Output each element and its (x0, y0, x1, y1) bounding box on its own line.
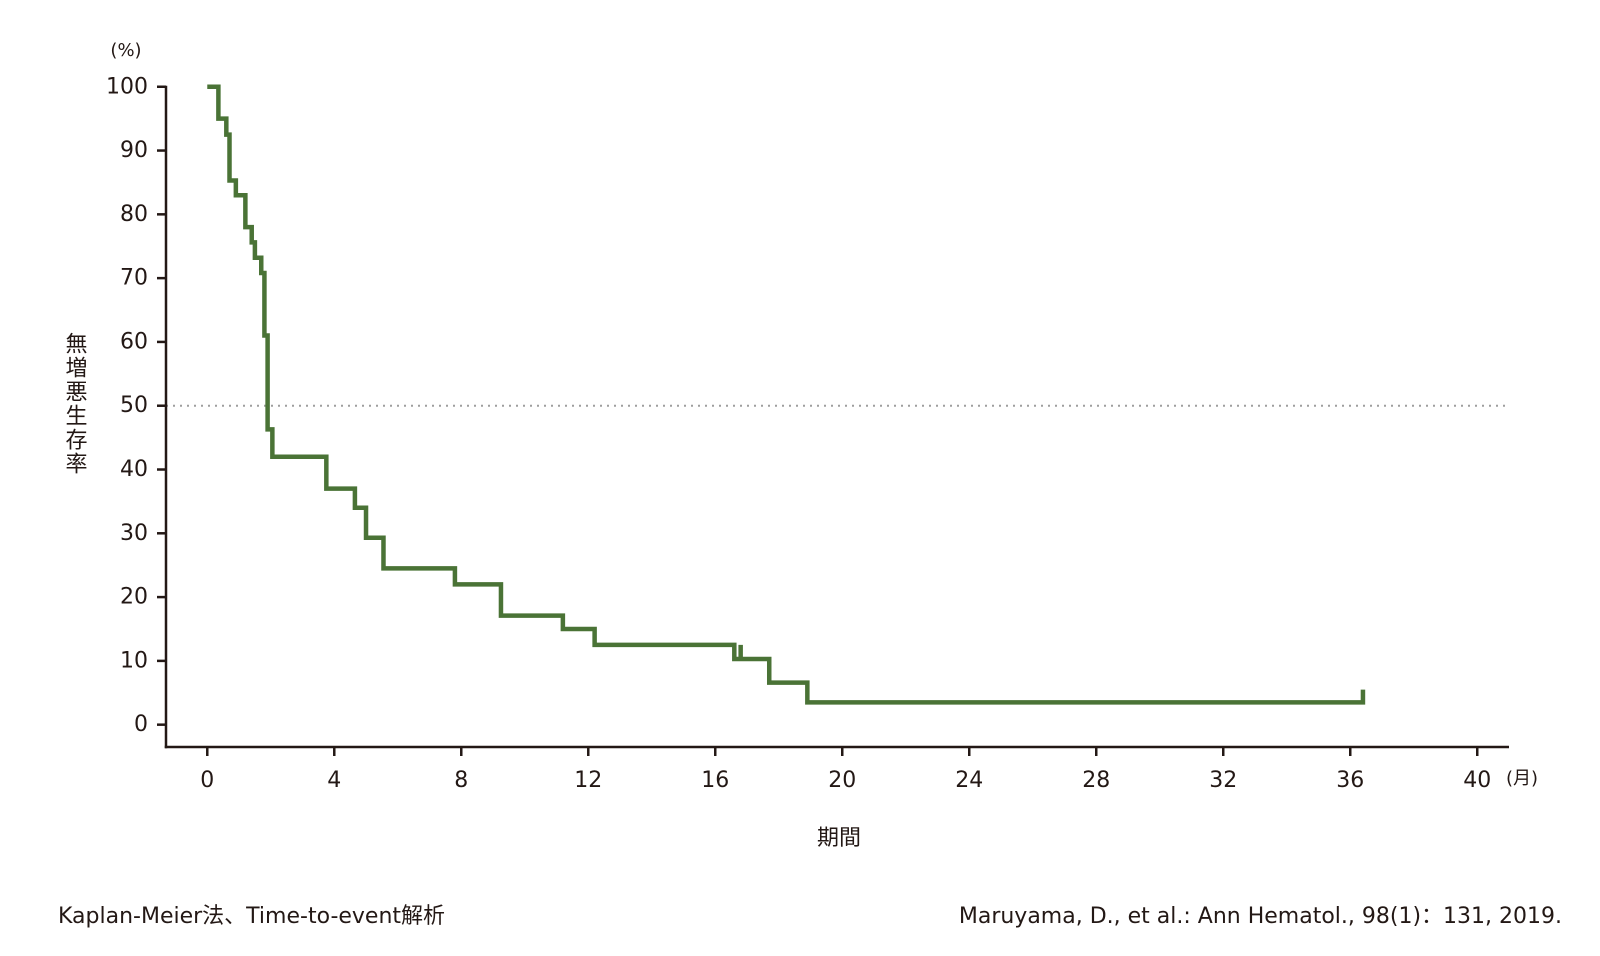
x-tick-label: 0 (200, 768, 214, 793)
series-layer (207, 84, 1366, 705)
y-tick-label: 70 (120, 266, 148, 291)
x-axis-unit: (月) (1506, 768, 1538, 789)
x-tick-label: 28 (1082, 768, 1110, 793)
x-tick-label: 32 (1209, 768, 1237, 793)
y-tick-label: 0 (134, 712, 148, 737)
source-citation: Maruyama, D., et al.: Ann Hematol., 98(1… (958, 904, 1562, 929)
x-tick-label: 4 (327, 768, 341, 793)
x-tick-label: 36 (1336, 768, 1364, 793)
y-axis-unit: (%) (110, 40, 141, 61)
x-axis-title: 期間 (817, 826, 861, 851)
axes-layer (164, 85, 1509, 749)
x-tick-label: 24 (955, 768, 983, 793)
analysis-method-note: Kaplan-Meier法、Time-to-event解析 (58, 904, 446, 929)
y-tick-label: 40 (120, 457, 148, 482)
y-tick-label: 10 (120, 648, 148, 673)
x-axis-ticks: 0 4 8 12 16 20 24 28 32 36 40 (200, 747, 1491, 793)
x-tick-label: 12 (574, 768, 602, 793)
y-tick-label: 50 (120, 393, 148, 418)
y-tick-label: 100 (106, 74, 148, 99)
x-tick-label: 16 (701, 768, 729, 793)
y-tick-label: 90 (120, 138, 148, 163)
y-tick-label: 30 (120, 521, 148, 546)
y-tick-label: 60 (120, 329, 148, 354)
y-tick-label: 80 (120, 202, 148, 227)
y-axis-title: 無増悪生存率 (62, 332, 88, 476)
x-tick-label: 40 (1463, 768, 1491, 793)
x-tick-label: 8 (454, 768, 468, 793)
x-tick-label: 20 (828, 768, 856, 793)
y-axis-ticks: 0 10 20 30 40 50 60 70 80 90 100 (106, 74, 166, 737)
survival-curve (207, 84, 1366, 705)
y-tick-label: 20 (120, 585, 148, 610)
